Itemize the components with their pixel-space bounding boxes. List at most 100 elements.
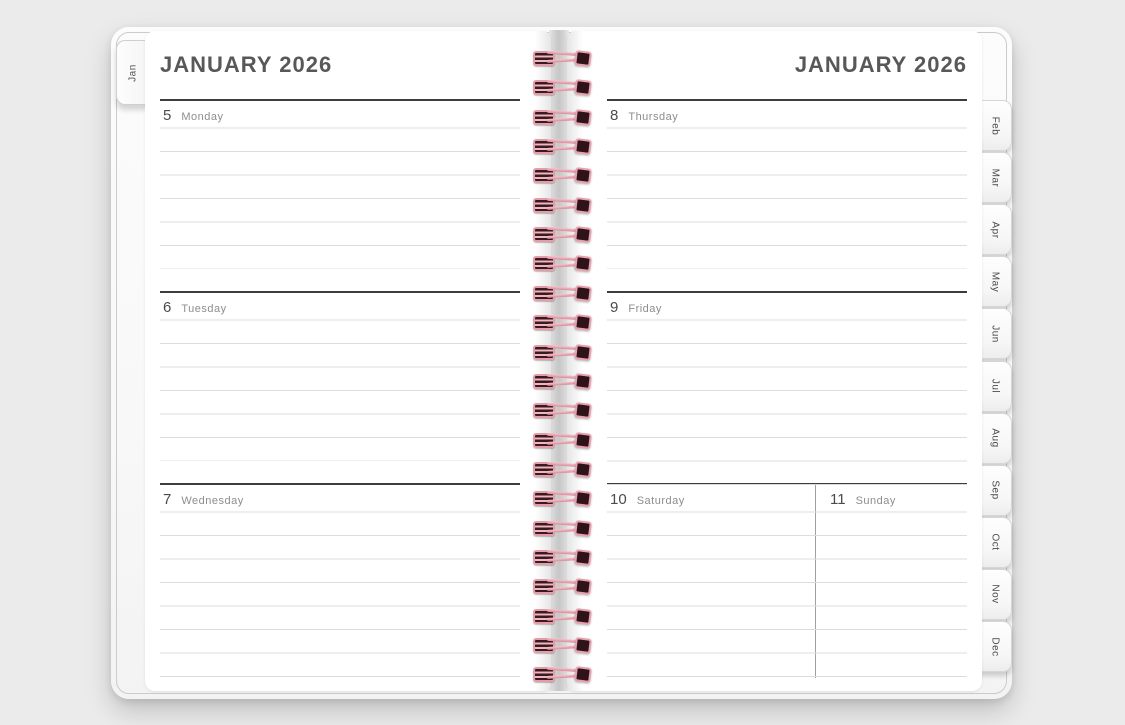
coil-loop xyxy=(531,549,592,566)
month-tab-label: Dec xyxy=(989,636,1001,657)
coil-loop xyxy=(531,284,592,302)
date-number: 8 xyxy=(610,107,619,124)
day-section-monday: 5 Monday xyxy=(160,99,520,293)
day-section-wednesday: 7 Wednesday xyxy=(160,483,520,691)
date-number: 9 xyxy=(610,299,619,316)
day-header: 8 Thursday xyxy=(607,101,967,124)
month-tab-label: Sep xyxy=(989,480,1001,500)
day-header: 9 Friday xyxy=(607,293,967,316)
coil-loop xyxy=(531,196,592,214)
day-header-saturday: 10 Saturday xyxy=(607,485,685,508)
month-tab-label: Mar xyxy=(989,168,1001,187)
date-number: 11 xyxy=(830,491,846,508)
page-title: JANUARY 2026 xyxy=(794,52,967,77)
coil-right-cap xyxy=(574,79,592,97)
month-tab-label: Oct xyxy=(989,533,1001,551)
month-tab-label: May xyxy=(989,271,1001,292)
coil-right-cap xyxy=(574,666,592,684)
coil-right-cap xyxy=(574,519,592,537)
day-section-tuesday: 6 Tuesday xyxy=(160,291,520,485)
month-tab-apr: Apr xyxy=(979,204,1012,256)
day-header: 7 Wednesday xyxy=(160,485,520,508)
coil-loop xyxy=(531,226,592,244)
day-section-thursday: 8 Thursday xyxy=(607,99,967,293)
ruled-lines xyxy=(607,488,967,677)
coil-loop xyxy=(531,138,592,155)
coil-loop xyxy=(531,79,592,97)
month-tab-sep: Sep xyxy=(979,464,1012,516)
day-name: Monday xyxy=(181,111,224,123)
month-tab-jul: Jul xyxy=(979,360,1012,412)
day-name: Tuesday xyxy=(181,303,227,315)
coil-right-cap xyxy=(574,372,592,390)
month-tab-label: Jul xyxy=(989,378,1001,394)
coil-loop xyxy=(531,637,592,654)
date-number: 6 xyxy=(163,299,172,316)
coil-right-cap xyxy=(574,50,592,67)
day-header: 5 Monday xyxy=(160,101,520,124)
day-section-friday: 9 Friday xyxy=(607,291,967,485)
coil-right-cap xyxy=(574,255,592,273)
left-page: JANUARY 2026 5 Monday 6 Tuesday 7 Wednes… xyxy=(145,31,551,691)
month-tab-dec: Dec xyxy=(979,621,1012,672)
coil-loop xyxy=(531,255,592,273)
month-tab-label: Nov xyxy=(989,584,1001,605)
coil-loop xyxy=(531,50,592,67)
month-tab-label: Aug xyxy=(989,428,1001,448)
month-tab-label: Feb xyxy=(989,116,1001,135)
month-tab-oct: Oct xyxy=(979,516,1012,568)
coil-loop xyxy=(531,372,592,390)
coil-right-cap xyxy=(574,138,592,155)
coil-right-cap xyxy=(574,314,592,332)
coil-loop xyxy=(531,343,592,361)
date-number: 10 xyxy=(610,491,627,508)
coil-loop xyxy=(531,490,592,508)
coil-right-cap xyxy=(574,108,592,126)
date-number: 7 xyxy=(163,491,172,508)
spiral-binding xyxy=(531,50,592,695)
coil-loop xyxy=(531,108,592,126)
coil-loop xyxy=(531,578,592,596)
coil-right-cap xyxy=(574,431,592,449)
coil-loop xyxy=(531,402,592,420)
day-name: Saturday xyxy=(636,495,685,507)
coil-loop xyxy=(531,460,592,478)
coil-right-cap xyxy=(574,284,592,302)
coil-loop xyxy=(531,666,592,684)
coil-right-cap xyxy=(574,637,592,654)
day-name: Wednesday xyxy=(181,495,244,507)
day-header: 6 Tuesday xyxy=(160,293,520,316)
coil-right-cap xyxy=(574,490,592,508)
month-tab-label: Jun xyxy=(989,325,1001,343)
month-tab-jan: Jan xyxy=(116,40,148,105)
coil-right-cap xyxy=(574,402,592,420)
day-name: Sunday xyxy=(855,495,896,507)
month-tab-feb: Feb xyxy=(979,100,1012,151)
page-title: JANUARY 2026 xyxy=(160,52,333,77)
month-tab-nov: Nov xyxy=(979,568,1012,620)
ruled-lines xyxy=(607,296,967,485)
month-tab-label: Jan xyxy=(127,63,138,82)
ruled-lines xyxy=(160,104,520,269)
right-page: JANUARY 2026 8 Thursday 9 Friday 10 Satu… xyxy=(567,31,982,691)
month-tab-jun: Jun xyxy=(979,308,1012,360)
coil-right-cap xyxy=(574,607,592,625)
ruled-lines xyxy=(607,104,967,269)
coil-loop xyxy=(531,519,592,537)
day-header-sunday: 11 Sunday xyxy=(827,485,896,508)
month-tab-label: Apr xyxy=(989,221,1001,239)
coil-right-cap xyxy=(574,460,592,478)
coil-right-cap xyxy=(574,196,592,214)
coil-loop xyxy=(531,431,592,449)
ruled-lines xyxy=(160,296,520,461)
month-tab-may: May xyxy=(979,256,1012,308)
coil-right-cap xyxy=(574,549,592,566)
day-name: Thursday xyxy=(628,111,679,123)
day-name: Friday xyxy=(628,303,662,315)
day-section-weekend: 10 Saturday 11 Sunday xyxy=(607,483,967,691)
coil-right-cap xyxy=(574,226,592,244)
month-tab-aug: Aug xyxy=(979,412,1012,464)
coil-right-cap xyxy=(574,578,592,596)
coil-right-cap xyxy=(574,167,592,185)
